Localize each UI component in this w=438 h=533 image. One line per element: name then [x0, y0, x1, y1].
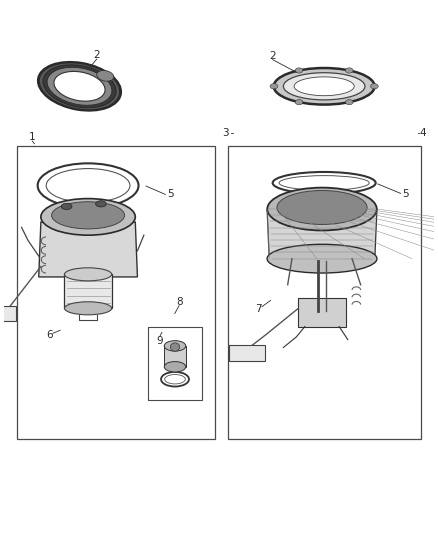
- Text: 5: 5: [403, 189, 409, 199]
- Ellipse shape: [346, 100, 353, 105]
- Text: 9: 9: [156, 336, 163, 346]
- Ellipse shape: [47, 67, 112, 106]
- Text: 8: 8: [176, 297, 182, 307]
- Ellipse shape: [274, 68, 374, 104]
- Bar: [229, 345, 265, 360]
- Ellipse shape: [97, 70, 114, 81]
- Text: 2: 2: [93, 50, 100, 60]
- Text: 3: 3: [222, 128, 229, 138]
- Ellipse shape: [294, 77, 354, 96]
- Ellipse shape: [43, 65, 116, 108]
- Ellipse shape: [270, 84, 278, 89]
- Ellipse shape: [54, 71, 105, 101]
- Ellipse shape: [52, 201, 124, 229]
- Ellipse shape: [346, 68, 353, 73]
- Ellipse shape: [371, 84, 378, 89]
- Polygon shape: [39, 222, 138, 277]
- Bar: [64, 274, 112, 308]
- Text: 2: 2: [269, 51, 276, 61]
- Text: 7: 7: [255, 304, 262, 314]
- Bar: [0, 306, 16, 321]
- Text: 5: 5: [167, 189, 174, 199]
- Ellipse shape: [170, 343, 180, 351]
- Ellipse shape: [283, 72, 365, 100]
- Ellipse shape: [41, 199, 135, 235]
- Ellipse shape: [277, 190, 367, 224]
- Text: 6: 6: [46, 330, 53, 341]
- Bar: [298, 298, 346, 327]
- Ellipse shape: [295, 68, 303, 73]
- Ellipse shape: [267, 244, 377, 273]
- Ellipse shape: [64, 268, 112, 281]
- Ellipse shape: [267, 188, 377, 230]
- Bar: [164, 346, 186, 367]
- Bar: [148, 327, 202, 400]
- Ellipse shape: [61, 203, 72, 209]
- Text: 4: 4: [420, 128, 426, 138]
- Bar: [17, 147, 215, 439]
- Ellipse shape: [164, 341, 186, 351]
- Polygon shape: [267, 209, 377, 259]
- Ellipse shape: [95, 201, 106, 207]
- Ellipse shape: [295, 100, 303, 105]
- Text: 1: 1: [29, 132, 35, 142]
- Bar: [228, 147, 421, 439]
- Ellipse shape: [64, 302, 112, 315]
- Ellipse shape: [164, 361, 186, 372]
- Ellipse shape: [39, 63, 120, 110]
